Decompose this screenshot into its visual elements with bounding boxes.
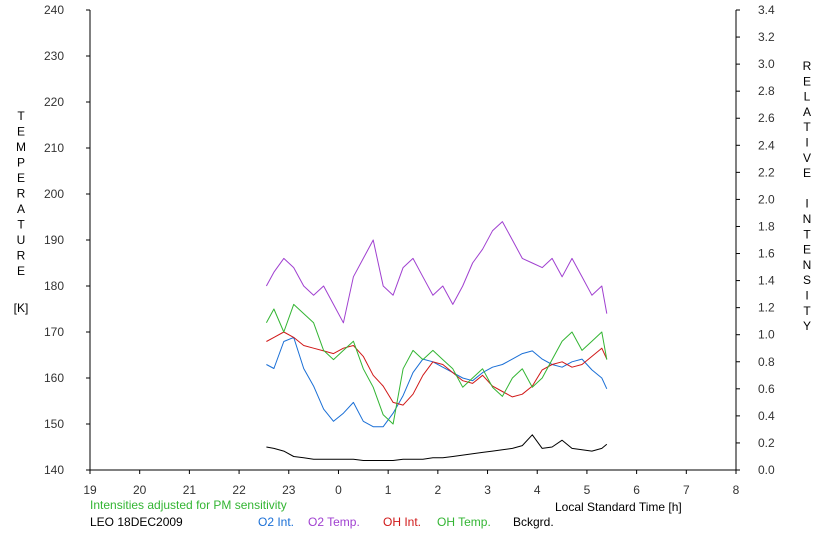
left-axis-title-char: E bbox=[17, 125, 25, 139]
right-axis-title-char: T bbox=[803, 227, 811, 241]
legend-o2-temp: O2 Temp. bbox=[308, 515, 360, 529]
left-y-tick-label: 200 bbox=[44, 187, 64, 201]
right-axis-title-char: A bbox=[803, 105, 811, 119]
legend-o2-int: O2 Int. bbox=[258, 515, 295, 529]
series-line-o2-int bbox=[266, 336, 608, 428]
left-y-tick-label: 210 bbox=[44, 141, 64, 155]
right-axis-title-char: I bbox=[805, 289, 808, 303]
right-y-tick-label: 3.2 bbox=[758, 30, 775, 44]
left-y-tick-label: 220 bbox=[44, 95, 64, 109]
right-axis-title-char: E bbox=[803, 243, 811, 257]
series-layer bbox=[265, 221, 608, 461]
right-y-tick-label: 2.8 bbox=[758, 84, 775, 98]
right-axis-title-char: E bbox=[803, 74, 811, 88]
x-tick-label: 8 bbox=[733, 483, 740, 497]
x-tick-label: 2 bbox=[435, 483, 442, 497]
right-axis-title-char: I bbox=[805, 136, 808, 150]
x-tick-label: 19 bbox=[83, 483, 97, 497]
right-y-tick-label: 3.4 bbox=[758, 3, 775, 17]
x-tick-label: 20 bbox=[133, 483, 147, 497]
right-axis-title-char: V bbox=[803, 151, 811, 165]
right-y-tick-label: 0.0 bbox=[758, 463, 775, 477]
series-line-bckgrd bbox=[266, 434, 608, 461]
left-y-tick-label: 160 bbox=[44, 371, 64, 385]
annotation: Intensities adjusted for PM sensitivity bbox=[90, 498, 287, 512]
x-tick-label: 4 bbox=[534, 483, 541, 497]
right-axis-title-char: T bbox=[803, 304, 811, 318]
left-axis-title-char: P bbox=[17, 156, 25, 170]
right-y-tick-label: 1.2 bbox=[758, 301, 775, 315]
x-tick-label: 22 bbox=[232, 483, 246, 497]
right-y-tick-label: 1.6 bbox=[758, 247, 775, 261]
left-y-tick-label: 140 bbox=[44, 463, 64, 477]
left-y-tick-label: 170 bbox=[44, 325, 64, 339]
right-y-tick-label: 2.4 bbox=[758, 138, 775, 152]
left-y-tick-label: 150 bbox=[44, 417, 64, 431]
left-y-tick-label: 180 bbox=[44, 279, 64, 293]
x-tick-label: 0 bbox=[335, 483, 342, 497]
xlabel: Local Standard Time [h] bbox=[555, 500, 682, 514]
series-line-oh-int bbox=[266, 331, 608, 406]
left-axis-title-char: E bbox=[17, 171, 25, 185]
right-y-tick-label: 0.2 bbox=[758, 436, 775, 450]
x-tick-label: 1 bbox=[385, 483, 392, 497]
right-axis-title-char: Y bbox=[803, 319, 811, 333]
left-axis-unit: [K] bbox=[14, 301, 29, 315]
left-axis-title-char: R bbox=[17, 249, 26, 263]
right-y-tick-label: 3.0 bbox=[758, 57, 775, 71]
station-label: LEO 18DEC2009 bbox=[90, 515, 183, 529]
left-axis-title-char: E bbox=[17, 264, 25, 278]
right-axis-title-char: R bbox=[803, 59, 812, 73]
x-tick-label: 21 bbox=[183, 483, 197, 497]
series-line-oh-temp bbox=[265, 303, 608, 425]
left-axis-title-char: T bbox=[17, 218, 25, 232]
right-axis-title-char: E bbox=[803, 166, 811, 180]
x-tick-label: 23 bbox=[282, 483, 296, 497]
series-line-o2-temp bbox=[265, 221, 608, 324]
right-y-tick-label: 0.6 bbox=[758, 382, 775, 396]
right-y-tick-label: 0.4 bbox=[758, 409, 775, 423]
x-tick-label: 7 bbox=[683, 483, 690, 497]
right-y-tick-label: 2.2 bbox=[758, 165, 775, 179]
right-axis-title-char: N bbox=[803, 258, 812, 272]
right-axis-title-char: T bbox=[803, 120, 811, 134]
right-axis-title-char: N bbox=[803, 212, 812, 226]
x-tick-label: 5 bbox=[584, 483, 591, 497]
legend-bckgrd: Bckgrd. bbox=[513, 515, 554, 529]
x-tick-label: 3 bbox=[484, 483, 491, 497]
right-y-tick-label: 1.0 bbox=[758, 328, 775, 342]
left-axis-title-char: T bbox=[17, 109, 25, 123]
right-y-tick-label: 2.0 bbox=[758, 192, 775, 206]
legend-oh-int: OH Int. bbox=[383, 515, 422, 529]
right-axis-title-char: L bbox=[804, 90, 811, 104]
left-axis-title-char: R bbox=[17, 187, 26, 201]
right-y-tick-label: 1.8 bbox=[758, 219, 775, 233]
legend-oh-temp: OH Temp. bbox=[437, 515, 491, 529]
left-y-tick-label: 230 bbox=[44, 49, 64, 63]
right-axis-title-char: I bbox=[805, 197, 808, 211]
right-y-tick-label: 1.4 bbox=[758, 274, 775, 288]
left-y-tick-label: 240 bbox=[44, 3, 64, 17]
right-y-tick-label: 0.8 bbox=[758, 355, 775, 369]
left-axis-title-char: M bbox=[16, 140, 26, 154]
axis-ticks: 19 20 21 22 23 0 1 2 3 4 5 6 7 8140150160170180190200… bbox=[44, 3, 775, 497]
left-axis-title-char: A bbox=[17, 202, 25, 216]
x-tick-label: 6 bbox=[633, 483, 640, 497]
right-y-tick-label: 2.6 bbox=[758, 111, 775, 125]
right-axis-title-char: S bbox=[803, 273, 811, 287]
left-y-tick-label: 190 bbox=[44, 233, 64, 247]
left-axis-title-char: U bbox=[17, 233, 26, 247]
